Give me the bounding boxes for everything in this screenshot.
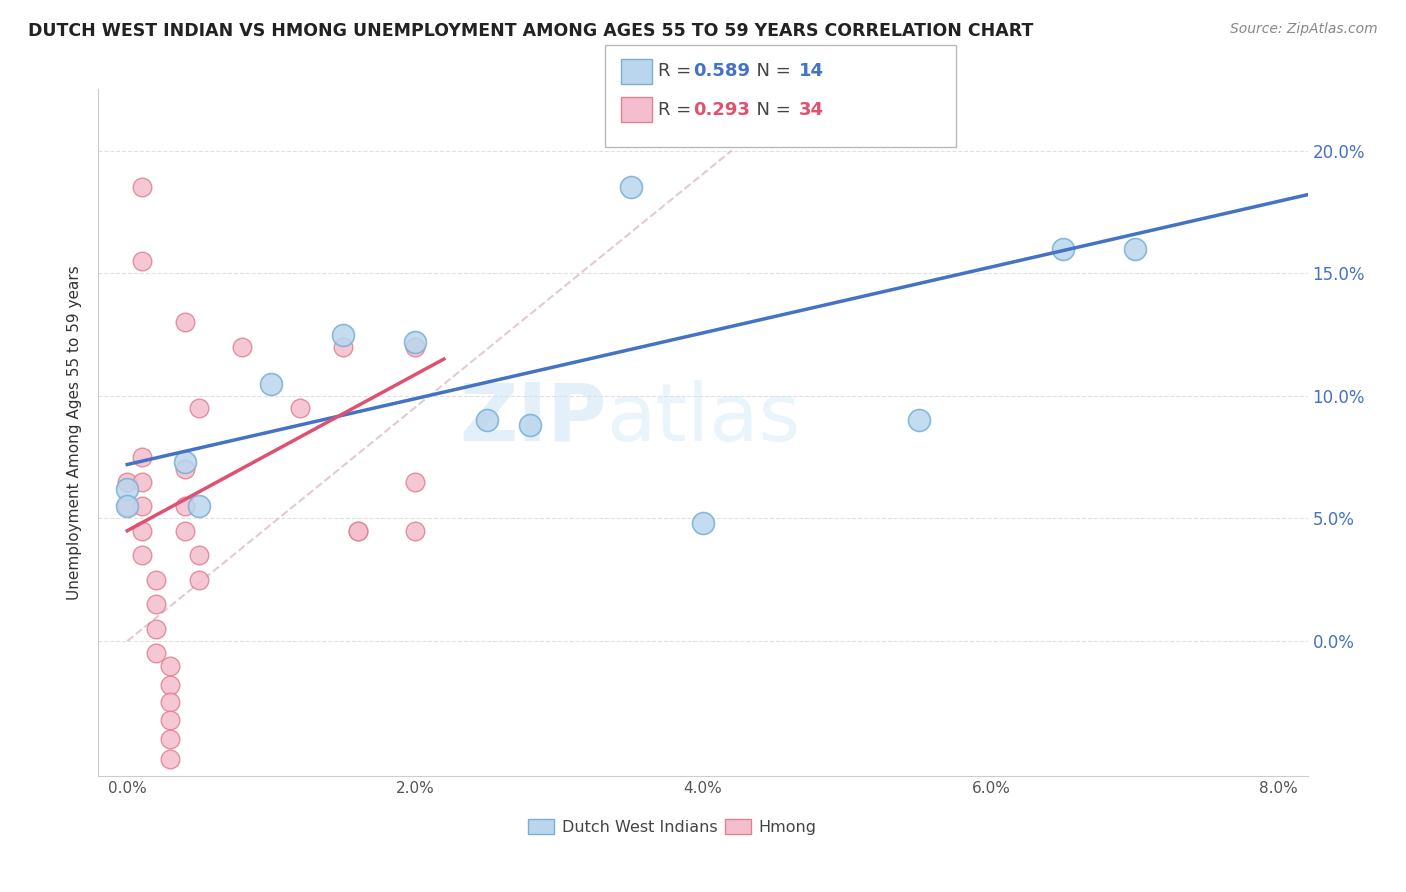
Y-axis label: Unemployment Among Ages 55 to 59 years: Unemployment Among Ages 55 to 59 years [67,265,83,600]
Point [131,548,153,563]
Point [404,340,426,354]
Text: 0.293: 0.293 [693,101,749,119]
Point [159,678,181,692]
Point [404,475,426,489]
Text: 14: 14 [799,62,824,80]
Point [159,696,181,710]
Text: Source: ZipAtlas.com: Source: ZipAtlas.com [1230,22,1378,37]
Point [159,732,181,747]
Point [231,340,253,354]
Point [145,573,167,587]
Point [620,180,643,194]
Text: atlas: atlas [606,380,800,458]
Point [173,500,195,514]
Point [188,548,211,563]
Text: 34: 34 [799,101,824,119]
Point [173,524,195,538]
Text: 0.589: 0.589 [693,62,751,80]
Point [288,401,311,416]
Text: N =: N = [745,101,797,119]
Point [131,475,153,489]
Point [1123,242,1146,256]
Point [131,500,153,514]
Point [145,598,167,612]
Point [145,646,167,660]
Point [173,315,195,329]
Point [115,482,138,496]
Text: Dutch West Indians: Dutch West Indians [561,820,717,835]
FancyBboxPatch shape [527,820,554,834]
Point [159,658,181,673]
Text: R =: R = [658,101,697,119]
Point [131,180,153,194]
Text: DUTCH WEST INDIAN VS HMONG UNEMPLOYMENT AMONG AGES 55 TO 59 YEARS CORRELATION CH: DUTCH WEST INDIAN VS HMONG UNEMPLOYMENT … [28,22,1033,40]
Point [346,524,368,538]
Point [475,413,498,427]
Point [159,713,181,727]
Point [131,524,153,538]
Point [131,450,153,464]
Point [115,500,138,514]
Point [332,340,354,354]
Point [115,475,138,489]
Point [404,524,426,538]
Text: N =: N = [745,62,797,80]
Point [519,418,541,433]
Point [188,401,211,416]
Point [260,376,283,391]
Point [188,500,211,514]
Text: ZIP: ZIP [458,380,606,458]
Point [188,573,211,587]
Point [173,455,195,469]
Point [332,327,354,342]
FancyBboxPatch shape [724,820,751,834]
Point [346,524,368,538]
Text: Hmong: Hmong [759,820,817,835]
Point [159,752,181,766]
Text: R =: R = [658,62,697,80]
Point [692,516,714,531]
Point [1052,242,1074,256]
Point [404,334,426,349]
Point [115,500,138,514]
Point [131,254,153,268]
Point [908,413,931,427]
Point [145,622,167,636]
Point [173,462,195,476]
